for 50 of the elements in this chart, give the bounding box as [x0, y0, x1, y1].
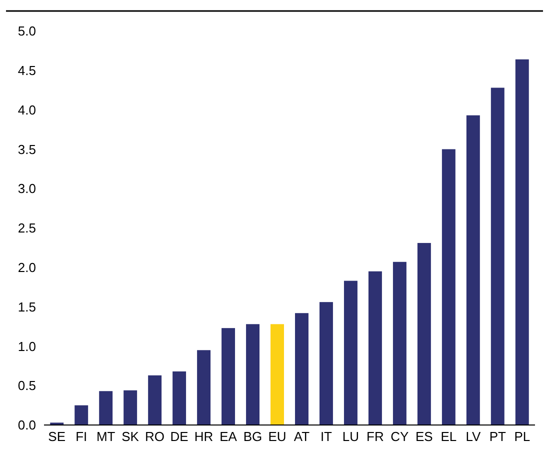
x-tick-label: CY	[390, 429, 410, 444]
bar	[222, 328, 236, 425]
x-tick-label: EU	[268, 429, 286, 444]
x-tick-label: LV	[466, 429, 481, 444]
bar	[172, 371, 186, 425]
bar	[270, 324, 284, 425]
x-tick-label: AT	[294, 429, 310, 444]
bar	[320, 302, 333, 425]
x-tick-label: IT	[320, 429, 332, 444]
bar	[295, 313, 308, 425]
bar	[515, 59, 529, 425]
bar	[368, 271, 382, 425]
x-tick-label: HR	[194, 429, 214, 444]
y-tick-label: 4.5	[18, 62, 36, 78]
x-tick-label: DE	[170, 429, 189, 444]
bar	[124, 390, 138, 425]
y-tick-label: 1.5	[18, 299, 36, 314]
x-tick-label: FR	[366, 429, 384, 444]
bar	[74, 405, 88, 425]
y-tick-label: 0.5	[18, 378, 36, 394]
y-tick-label: 4.0	[18, 102, 36, 118]
x-tick-label: BG	[243, 429, 262, 444]
x-tick-label: EA	[220, 429, 238, 444]
bar	[417, 242, 431, 425]
y-tick-label: 2.5	[18, 220, 36, 236]
y-tick-label: 0.0	[18, 418, 36, 433]
y-tick-label: 2.0	[18, 260, 36, 275]
bar	[344, 280, 358, 425]
bar	[392, 262, 406, 425]
x-tick-label: MT	[96, 429, 116, 444]
bar	[246, 324, 260, 425]
bar	[490, 88, 504, 425]
x-tick-label: LU	[342, 429, 360, 444]
y-tick-label: 1.0	[18, 338, 36, 354]
y-tick-label: 3.0	[18, 181, 36, 196]
x-tick-label: EL	[440, 429, 457, 444]
bar	[99, 391, 113, 425]
bar	[442, 149, 456, 425]
bar	[197, 350, 211, 425]
bar	[148, 375, 162, 425]
x-tick-label: FI	[76, 429, 88, 444]
x-tick-label: SK	[122, 429, 140, 444]
x-tick-label: RO	[145, 429, 165, 444]
x-tick-label: PT	[489, 429, 506, 444]
x-tick-label: ES	[416, 429, 434, 444]
y-tick-label: 3.5	[18, 142, 36, 157]
x-tick-label: SE	[48, 429, 66, 444]
y-tick-label: 5.0	[18, 24, 36, 39]
x-tick-label: PL	[514, 429, 530, 444]
bar	[466, 115, 480, 425]
